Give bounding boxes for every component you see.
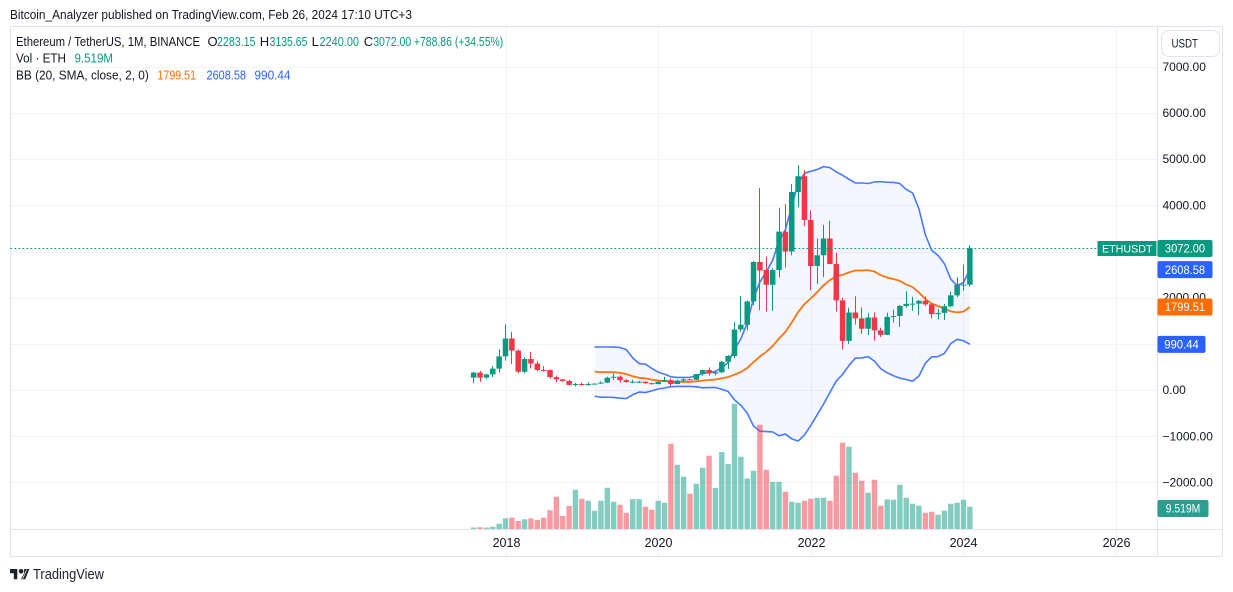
svg-text:+788.86 (+34.55%): +788.86 (+34.55%) — [414, 34, 503, 49]
svg-text:0.00: 0.00 — [1163, 383, 1187, 397]
svg-text:2240.00: 2240.00 — [320, 34, 360, 49]
svg-text:990.44: 990.44 — [255, 67, 291, 82]
svg-text:2608.58: 2608.58 — [1165, 263, 1205, 277]
svg-text:O: O — [208, 34, 218, 49]
svg-text:2020: 2020 — [645, 536, 673, 550]
svg-text:Bitcoin_Analyzer published on: Bitcoin_Analyzer published on TradingVie… — [10, 7, 412, 22]
svg-text:−1000.00: −1000.00 — [1163, 429, 1214, 443]
svg-text:990.44: 990.44 — [1164, 338, 1199, 352]
svg-text:3072.00: 3072.00 — [373, 34, 411, 49]
svg-text:4000.00: 4000.00 — [1163, 198, 1207, 212]
svg-text:9.519M: 9.519M — [1166, 502, 1201, 516]
svg-text:1799.51: 1799.51 — [158, 67, 197, 82]
svg-text:BB (20, SMA, close, 2, 0): BB (20, SMA, close, 2, 0) — [16, 67, 149, 82]
svg-text:Vol · ETH: Vol · ETH — [16, 51, 66, 66]
svg-text:2018: 2018 — [493, 536, 521, 550]
svg-text:3135.65: 3135.65 — [270, 34, 308, 49]
svg-text:7000.00: 7000.00 — [1163, 60, 1207, 74]
svg-text:9.519M: 9.519M — [75, 51, 114, 66]
svg-text:6000.00: 6000.00 — [1163, 106, 1207, 120]
svg-text:USDT: USDT — [1172, 37, 1199, 51]
svg-text:2022: 2022 — [798, 536, 826, 550]
svg-text:5000.00: 5000.00 — [1163, 152, 1207, 166]
svg-text:2024: 2024 — [950, 536, 978, 550]
svg-text:−2000.00: −2000.00 — [1163, 476, 1214, 490]
svg-text:TradingView: TradingView — [33, 567, 104, 583]
svg-text:3072.00: 3072.00 — [1165, 242, 1205, 256]
svg-text:ETHUSDT: ETHUSDT — [1102, 243, 1153, 255]
svg-text:C: C — [364, 34, 373, 49]
svg-text:1799.51: 1799.51 — [1165, 300, 1205, 314]
svg-text:2283.15: 2283.15 — [217, 34, 256, 49]
svg-text:2608.58: 2608.58 — [207, 67, 247, 82]
svg-text:H: H — [260, 34, 269, 49]
svg-text:L: L — [312, 34, 319, 49]
svg-text:Ethereum / TetherUS, 1M, BINAN: Ethereum / TetherUS, 1M, BINANCE — [16, 34, 200, 49]
svg-text:2026: 2026 — [1103, 536, 1131, 550]
